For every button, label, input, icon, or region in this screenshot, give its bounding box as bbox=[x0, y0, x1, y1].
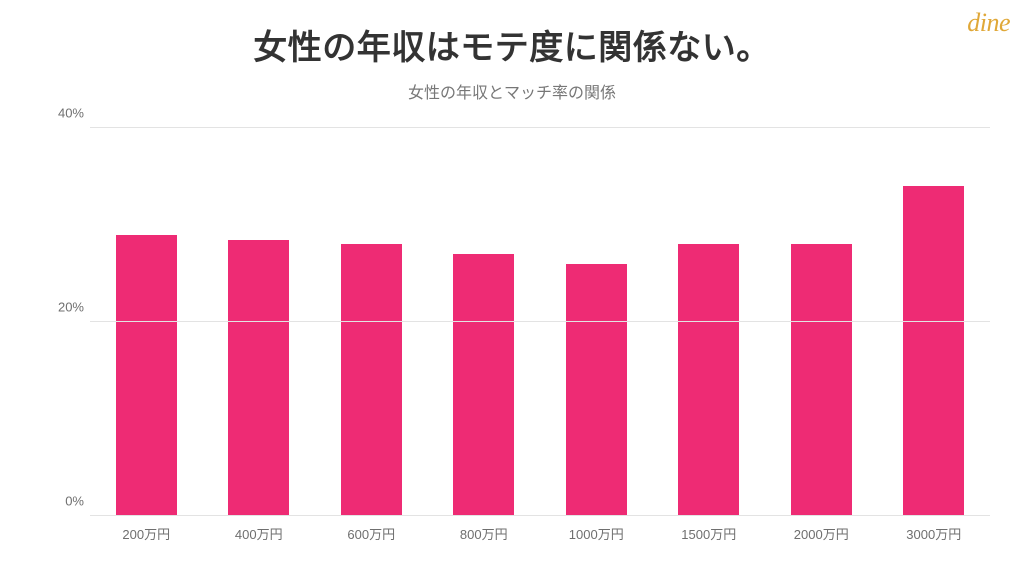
bar bbox=[453, 254, 514, 516]
bar-slot bbox=[428, 128, 541, 516]
bar bbox=[341, 244, 402, 516]
plot-area: 0%20%40% bbox=[90, 128, 990, 516]
bar-slot bbox=[203, 128, 316, 516]
ytick-label: 0% bbox=[46, 494, 84, 509]
bar-slot bbox=[878, 128, 991, 516]
xtick-label: 2000万円 bbox=[765, 516, 878, 548]
gridline bbox=[90, 321, 990, 322]
ytick-label: 20% bbox=[46, 300, 84, 315]
bar bbox=[116, 235, 177, 516]
xtick-label: 400万円 bbox=[203, 516, 316, 548]
xtick-label: 3000万円 bbox=[878, 516, 991, 548]
bar bbox=[791, 244, 852, 516]
bar bbox=[566, 264, 627, 516]
bar bbox=[678, 244, 739, 516]
bar-slot bbox=[540, 128, 653, 516]
bar-chart: 0%20%40% 200万円400万円600万円800万円1000万円1500万… bbox=[48, 128, 1000, 548]
xtick-label: 200万円 bbox=[90, 516, 203, 548]
xtick-label: 800万円 bbox=[428, 516, 541, 548]
bar-slot bbox=[653, 128, 766, 516]
title-area: 女性の年収はモテ度に関係ない。 女性の年収とマッチ率の関係 bbox=[0, 20, 1024, 103]
bar-slot bbox=[315, 128, 428, 516]
bar bbox=[903, 186, 964, 516]
page-subtitle: 女性の年収とマッチ率の関係 bbox=[0, 79, 1024, 103]
page-title: 女性の年収はモテ度に関係ない。 bbox=[0, 20, 1024, 69]
bar-slot bbox=[90, 128, 203, 516]
gridline bbox=[90, 127, 990, 128]
xtick-label: 1500万円 bbox=[653, 516, 766, 548]
xtick-label: 1000万円 bbox=[540, 516, 653, 548]
bars-container bbox=[90, 128, 990, 516]
ytick-label: 40% bbox=[46, 106, 84, 121]
xtick-label: 600万円 bbox=[315, 516, 428, 548]
x-axis: 200万円400万円600万円800万円1000万円1500万円2000万円30… bbox=[90, 516, 990, 548]
bar-slot bbox=[765, 128, 878, 516]
bar bbox=[228, 240, 289, 516]
